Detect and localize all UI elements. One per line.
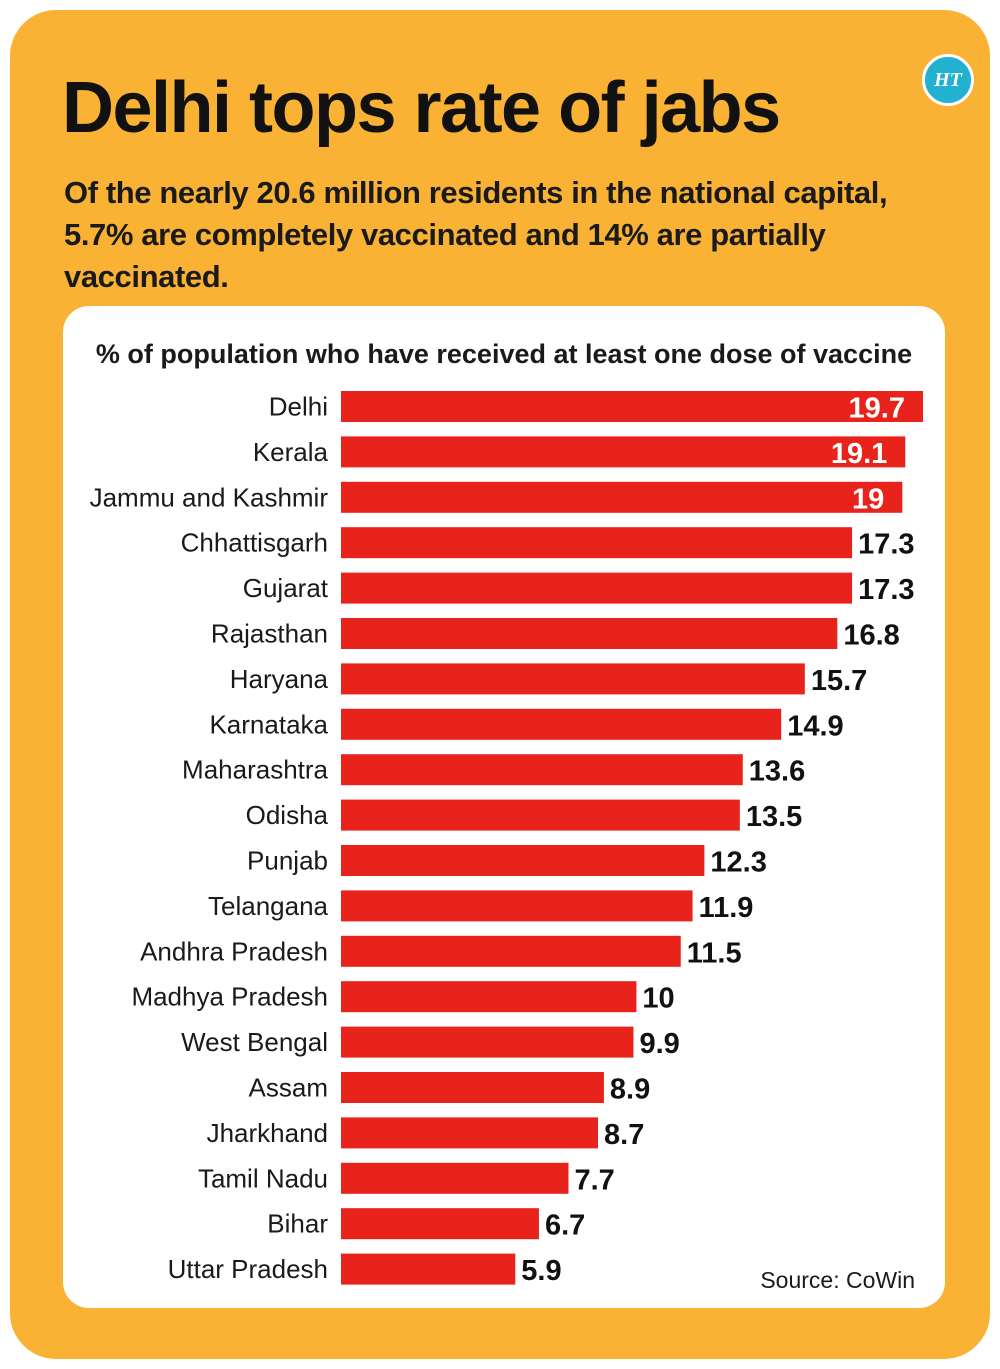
value-label-tamil-nadu: 7.7 bbox=[574, 1164, 614, 1196]
value-label-assam: 8.9 bbox=[610, 1074, 650, 1106]
category-label-west-bengal: West Bengal bbox=[181, 1027, 328, 1057]
category-label-jammu-and-kashmir: Jammu and Kashmir bbox=[90, 482, 329, 512]
value-label-telangana: 11.9 bbox=[699, 892, 754, 924]
category-label-andhra-pradesh: Andhra Pradesh bbox=[140, 936, 328, 966]
category-label-rajasthan: Rajasthan bbox=[211, 619, 328, 649]
bar-gujarat bbox=[341, 572, 853, 604]
bar-odisha bbox=[341, 799, 740, 831]
value-label-madhya-pradesh: 10 bbox=[642, 983, 674, 1015]
value-label-chhattisgarh: 17.3 bbox=[858, 529, 914, 561]
category-label-delhi: Delhi bbox=[269, 392, 328, 422]
category-label-telangana: Telangana bbox=[208, 891, 329, 921]
value-label-maharashtra: 13.6 bbox=[749, 756, 805, 788]
value-label-delhi: 19.7 bbox=[849, 393, 905, 425]
value-label-odisha: 13.5 bbox=[746, 801, 802, 833]
category-label-maharashtra: Maharashtra bbox=[182, 755, 328, 785]
headline: Delhi tops rate of jabs bbox=[62, 68, 781, 148]
source-note: Source: CoWin bbox=[760, 1267, 915, 1293]
bar-madhya-pradesh bbox=[341, 981, 637, 1013]
value-label-punjab: 12.3 bbox=[710, 847, 766, 879]
bar-bihar bbox=[341, 1208, 539, 1240]
bar-rajasthan bbox=[341, 618, 838, 649]
subheadline: Of the nearly 20.6 million residents in … bbox=[64, 175, 888, 294]
value-label-west-bengal: 9.9 bbox=[639, 1028, 679, 1060]
bar-chart: % of population who have received at lea… bbox=[90, 339, 923, 1293]
infographic-card: HT Delhi tops rate of jabs Of the nearly… bbox=[10, 10, 990, 1359]
category-label-gujarat: Gujarat bbox=[243, 573, 329, 603]
category-label-bihar: Bihar bbox=[267, 1209, 328, 1239]
category-label-madhya-pradesh: Madhya Pradesh bbox=[131, 982, 328, 1012]
bar-uttar-pradesh bbox=[341, 1253, 516, 1285]
bar-west-bengal bbox=[341, 1026, 634, 1058]
category-label-uttar-pradesh: Uttar Pradesh bbox=[168, 1254, 328, 1284]
category-label-odisha: Odisha bbox=[246, 800, 329, 830]
bar-jharkhand bbox=[341, 1117, 599, 1149]
bar-jammu-and-kashmir bbox=[341, 481, 903, 513]
bar-haryana bbox=[341, 663, 805, 695]
value-label-jharkhand: 8.7 bbox=[604, 1119, 644, 1151]
bar-chhattisgarh bbox=[341, 527, 853, 559]
category-label-kerala: Kerala bbox=[253, 437, 329, 467]
ht-logo: HT bbox=[922, 54, 974, 106]
bar-delhi bbox=[341, 391, 923, 422]
value-label-karnataka: 14.9 bbox=[787, 710, 843, 742]
bar-andhra-pradesh bbox=[341, 935, 681, 967]
value-label-rajasthan: 16.8 bbox=[843, 620, 899, 652]
value-label-kerala: 19.1 bbox=[831, 438, 887, 470]
category-label-assam: Assam bbox=[249, 1073, 328, 1103]
value-label-andhra-pradesh: 11.5 bbox=[687, 937, 742, 969]
category-label-tamil-nadu: Tamil Nadu bbox=[198, 1163, 328, 1193]
bar-telangana bbox=[341, 890, 693, 922]
value-label-jammu-and-kashmir: 19 bbox=[852, 483, 884, 515]
chart-title: % of population who have received at lea… bbox=[96, 339, 912, 369]
bars-group: Delhi 19.7 Kerala 19.1 Jammu and Kashmir 19 Ch… bbox=[90, 391, 923, 1287]
value-label-gujarat: 17.3 bbox=[858, 574, 914, 606]
value-label-bihar: 6.7 bbox=[545, 1210, 585, 1242]
bar-tamil-nadu bbox=[341, 1162, 569, 1194]
chart-panel: % of population who have received at lea… bbox=[63, 306, 945, 1308]
bar-kerala bbox=[341, 436, 906, 468]
category-label-chhattisgarh: Chhattisgarh bbox=[181, 528, 328, 558]
bar-karnataka bbox=[341, 708, 782, 740]
category-label-punjab: Punjab bbox=[247, 846, 328, 876]
bar-assam bbox=[341, 1072, 604, 1103]
category-label-jharkhand: Jharkhand bbox=[207, 1118, 328, 1148]
value-label-uttar-pradesh: 5.9 bbox=[521, 1255, 561, 1287]
bar-punjab bbox=[341, 845, 705, 876]
category-label-karnataka: Karnataka bbox=[209, 709, 328, 739]
category-label-haryana: Haryana bbox=[230, 664, 329, 694]
value-label-haryana: 15.7 bbox=[811, 665, 867, 697]
bar-maharashtra bbox=[341, 754, 743, 786]
